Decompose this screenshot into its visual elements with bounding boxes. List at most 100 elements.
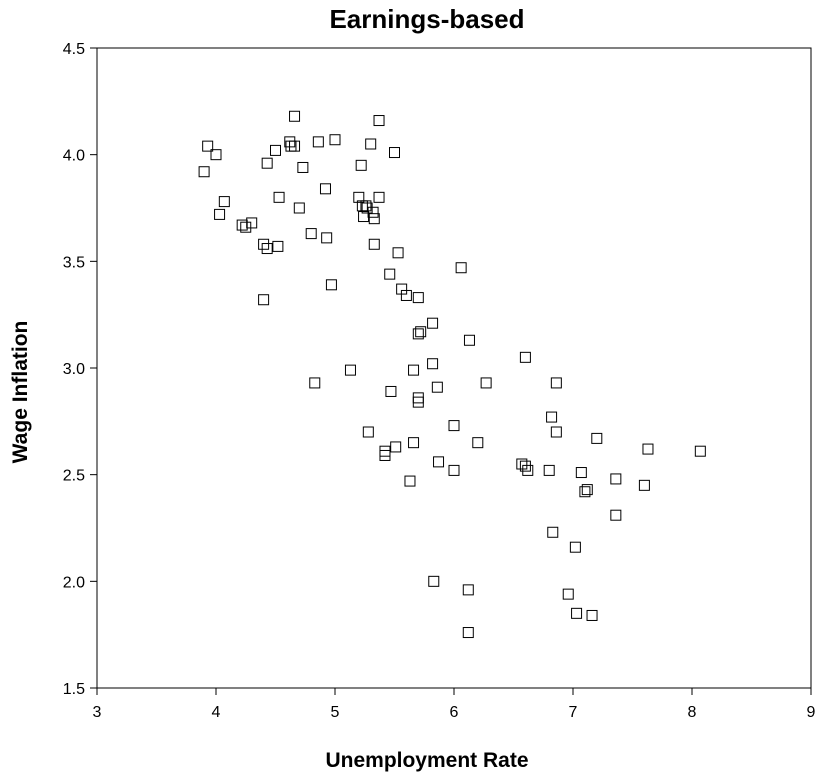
x-tick-label: 3 [93, 704, 102, 721]
data-point [610, 473, 622, 485]
data-point [202, 140, 214, 152]
data-point [258, 294, 270, 306]
x-tick-label: 8 [688, 704, 697, 721]
data-point [270, 144, 281, 156]
x-tick-label: 9 [807, 704, 816, 721]
data-point [362, 426, 374, 438]
x-tick-label: 6 [450, 704, 459, 721]
data-point [289, 110, 301, 122]
data-point [246, 217, 258, 229]
data-point [236, 219, 248, 231]
data-point [379, 445, 391, 457]
data-point [550, 377, 562, 389]
data-point [408, 437, 420, 449]
y-tick-label: 1.5 [63, 681, 85, 698]
data-point [273, 191, 285, 203]
data-point [415, 326, 427, 338]
data-point [258, 238, 270, 250]
data-point [361, 202, 373, 214]
data-point [373, 191, 385, 203]
x-axis: 3 4 5 6 7 8 9 [93, 688, 816, 721]
data-point [562, 588, 574, 600]
data-point [368, 213, 380, 225]
data-point [546, 411, 558, 423]
data-point [214, 208, 226, 220]
data-point [412, 396, 424, 408]
data-point [433, 456, 445, 468]
data-point [472, 437, 484, 449]
data-point [312, 136, 324, 148]
x-tick-label: 5 [331, 704, 340, 721]
data-point [329, 134, 341, 146]
data-point [412, 328, 424, 340]
data-point [427, 358, 439, 370]
data-point [579, 486, 591, 498]
data-point [373, 115, 385, 127]
data-point [297, 161, 309, 173]
data-point [408, 364, 420, 376]
data-point [581, 484, 593, 496]
data-point [547, 526, 559, 538]
data-point [389, 147, 400, 159]
data-point [355, 159, 367, 171]
data-point [404, 475, 416, 487]
y-tick-label: 4.0 [63, 148, 85, 165]
y-tick-label: 4.5 [63, 41, 85, 58]
y-tick-label: 2.0 [63, 574, 85, 591]
data-point [642, 443, 654, 455]
data-point [462, 627, 474, 639]
plot-frame [96, 47, 812, 689]
data-point [384, 268, 396, 280]
x-axis-label: Unemployment Rate [325, 749, 528, 772]
data-point [591, 432, 603, 444]
x-tick-label: 4 [212, 704, 221, 721]
data-point [455, 262, 467, 274]
data-point [571, 607, 583, 619]
data-point [240, 221, 252, 233]
data-point [519, 351, 531, 363]
data-point [344, 364, 356, 376]
data-point [385, 385, 397, 397]
data-point [569, 541, 581, 553]
data-point [305, 228, 317, 240]
data-point [309, 377, 321, 389]
data-point [210, 149, 222, 161]
data-point [463, 334, 475, 346]
data-point [431, 381, 443, 393]
data-point [261, 157, 273, 169]
data-point [427, 317, 439, 329]
data-point [519, 460, 531, 472]
data-point [428, 575, 440, 587]
y-tick-label: 3.5 [63, 254, 85, 271]
data-point [325, 279, 337, 291]
data-point [319, 183, 331, 195]
y-axis: 1.5 2.0 2.5 3.0 3.5 4.0 4.5 [63, 41, 97, 698]
data-point [368, 238, 380, 250]
data-point [400, 289, 412, 301]
data-point [261, 243, 273, 255]
data-point [575, 467, 587, 479]
data-point [293, 202, 305, 214]
data-point [522, 464, 534, 476]
data-point [610, 509, 622, 521]
data-point [412, 392, 424, 404]
data-point [379, 449, 391, 461]
chart-title: Earnings-based [329, 4, 524, 34]
y-tick-label: 2.5 [63, 468, 85, 485]
y-tick-label: 3.0 [63, 361, 85, 378]
data-point [360, 200, 372, 212]
data-points [198, 110, 706, 639]
data-point [353, 191, 365, 203]
data-point [272, 240, 284, 252]
data-point [543, 464, 555, 476]
data-point [480, 377, 492, 389]
data-point [367, 206, 379, 218]
y-axis-label: Wage Inflation [9, 321, 32, 464]
data-point [218, 196, 230, 208]
data-point [638, 479, 650, 491]
data-point [321, 232, 333, 244]
data-point [412, 292, 424, 304]
data-point [462, 584, 474, 596]
data-point [390, 441, 402, 453]
